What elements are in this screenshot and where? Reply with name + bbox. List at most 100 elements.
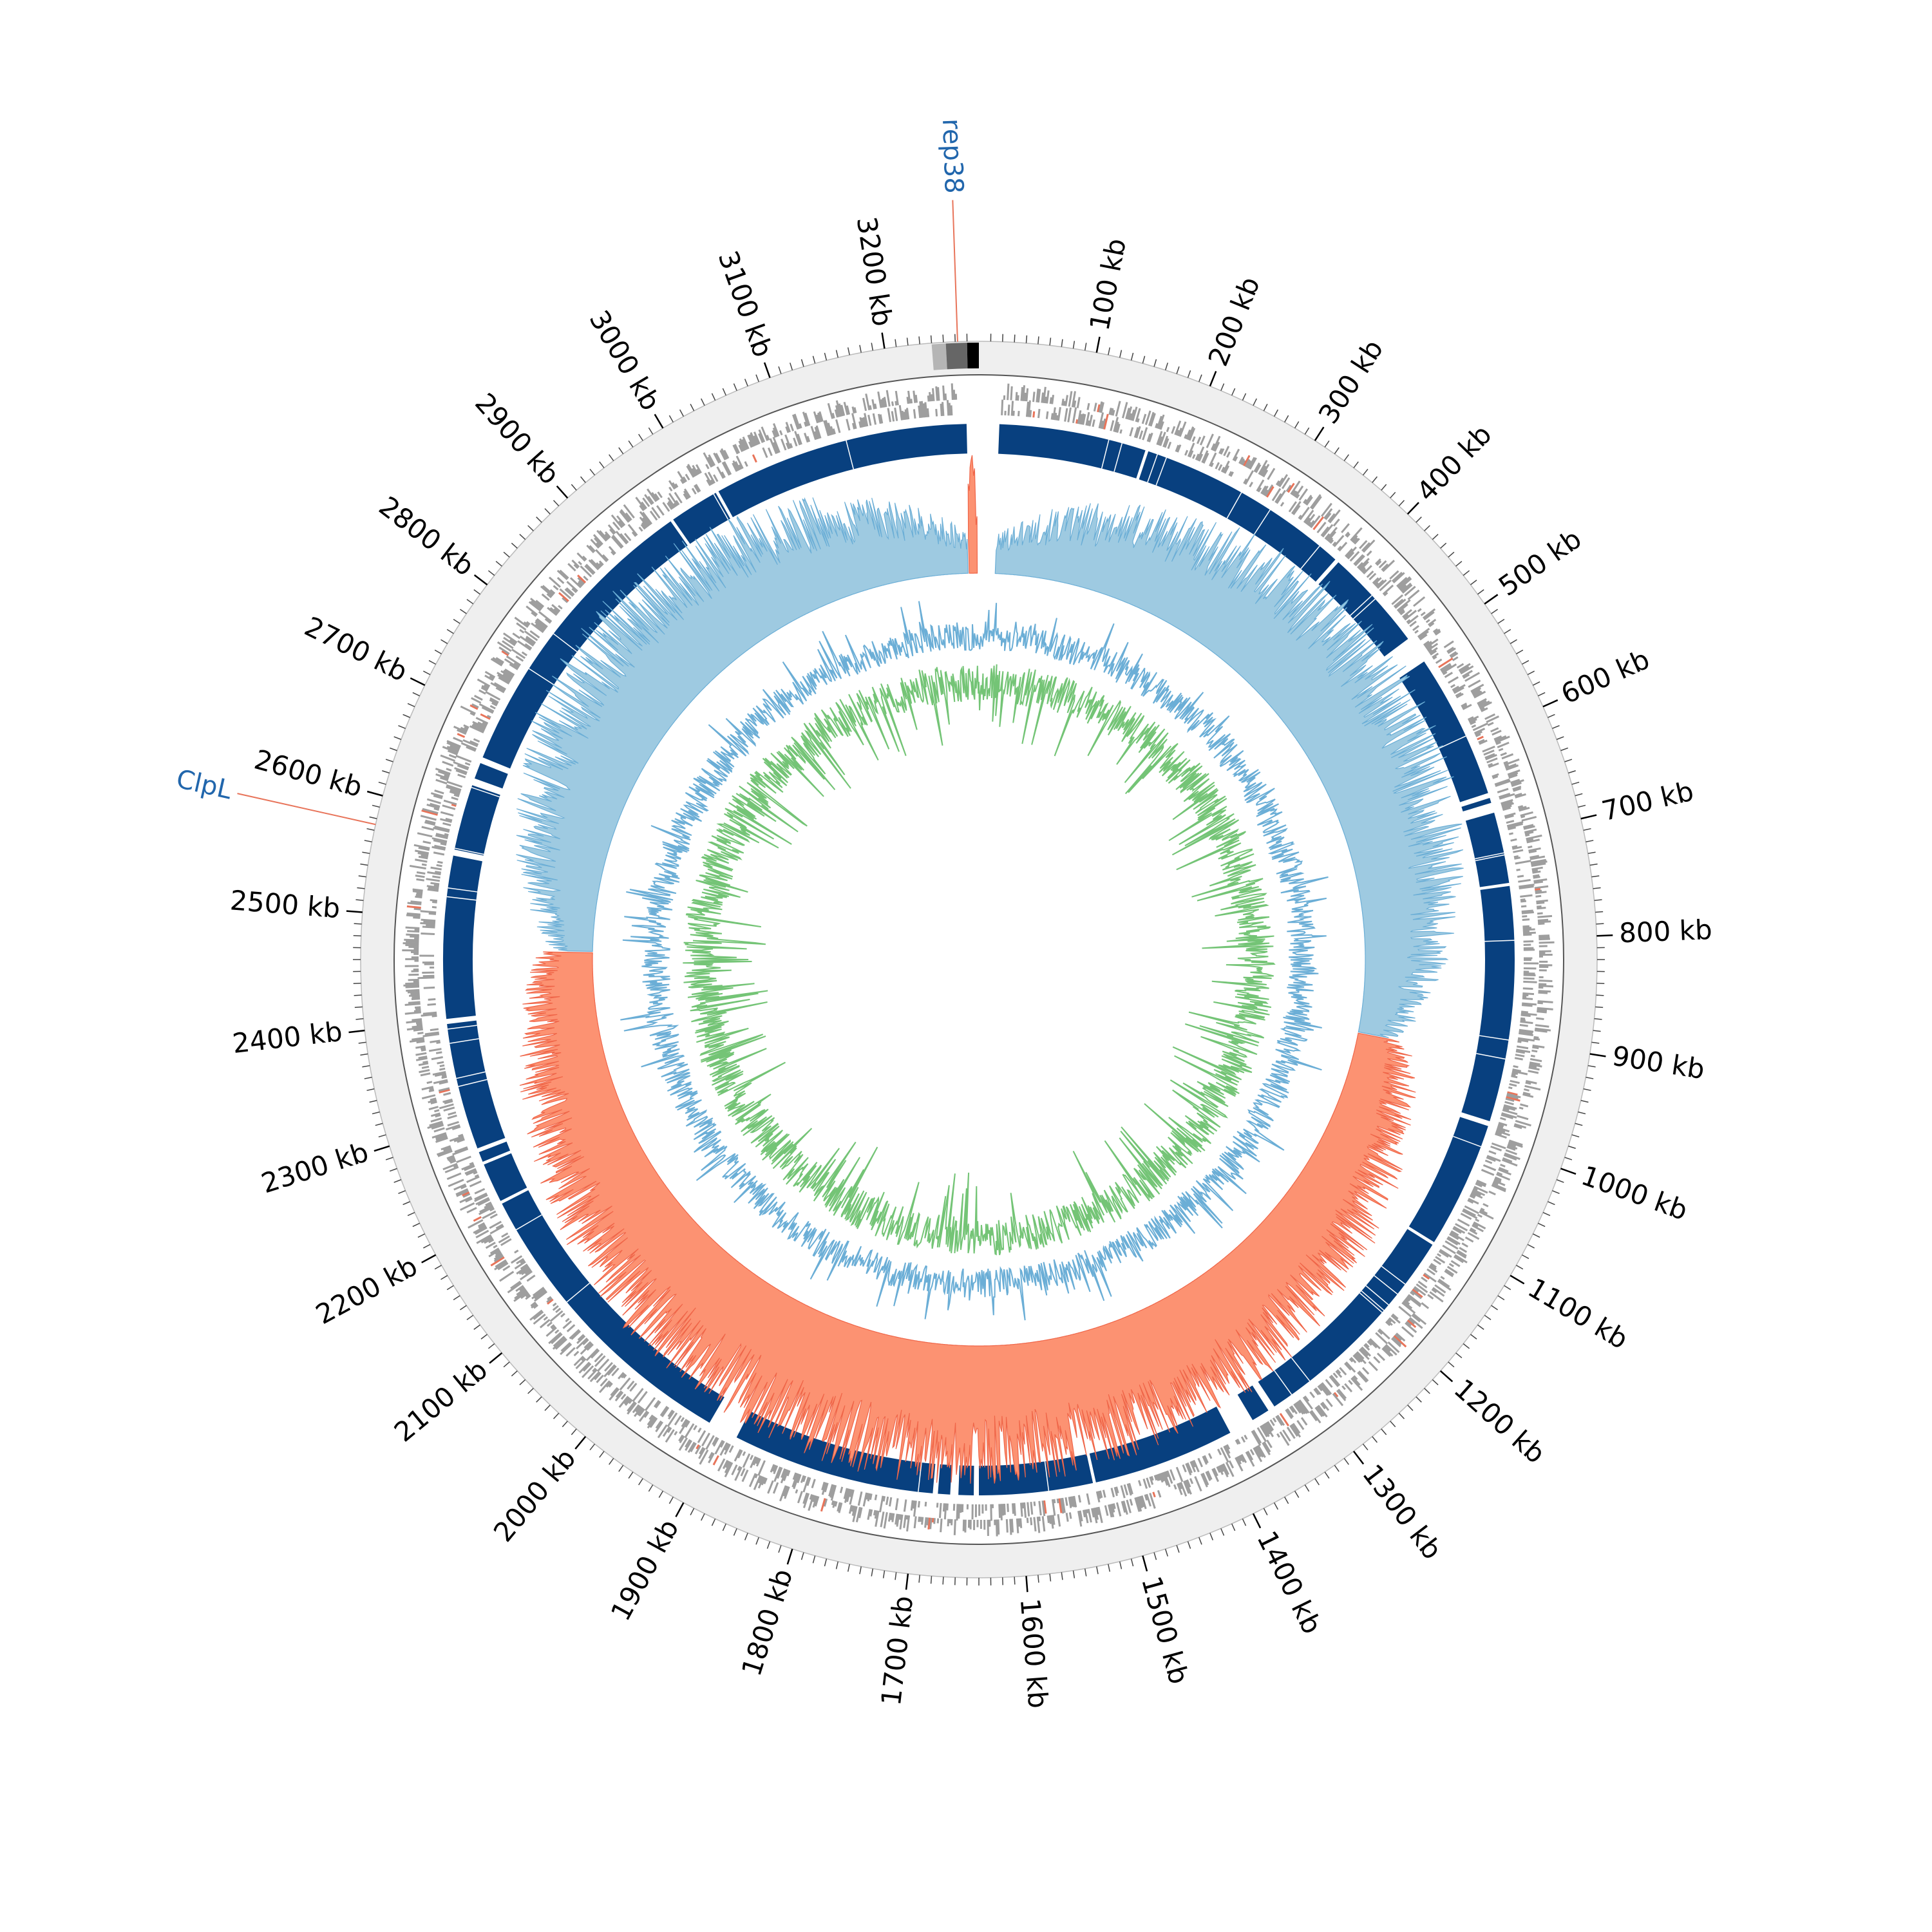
gene-tick [421,826,434,831]
gene-tick [1471,687,1482,694]
gene-tick [1257,1444,1266,1458]
gene-tick [1514,1123,1527,1129]
gene-tick [580,1342,593,1355]
minor-tick [701,398,705,406]
gene-tick [1063,401,1066,406]
gene-tick [1097,404,1101,413]
gene-tick [1211,1468,1220,1482]
minor-tick [407,1212,415,1217]
gene-tick [1119,429,1122,434]
gene-tick [1470,721,1476,725]
gene-tick [837,1502,841,1512]
gene-tick [851,422,856,430]
gene-tick [480,1235,493,1244]
gene-tick [1410,1290,1422,1300]
gene-tick [1401,1302,1416,1314]
gene-tick [1491,1142,1506,1150]
gene-tick [948,402,951,416]
minor-tick [1220,383,1225,391]
gene-tick [839,1486,844,1493]
gene-tick [443,1146,452,1151]
gene-tick [1521,1004,1533,1007]
major-tick [348,1029,365,1034]
gene-tick [625,1397,632,1406]
gene-tick [1462,704,1472,710]
gene-tick [1537,1000,1553,1003]
minor-tick [1381,484,1387,491]
gene-tick [1519,1024,1528,1027]
gene-tick [413,1028,423,1032]
gene-tick [1197,437,1202,444]
gene-tick [464,1168,477,1175]
gene-tick [724,1462,734,1478]
gene-tick [684,488,691,498]
gene-tick [891,401,895,406]
gene-tick [547,607,558,616]
gene-tick [440,1145,451,1151]
gene-tick [412,1018,422,1021]
gene-tick [1519,884,1535,888]
gene-tick [1504,1101,1514,1106]
gene-tick [1506,1094,1519,1100]
gene-tick [1155,1474,1160,1481]
minor-tick [1564,759,1573,762]
gene-tick [1434,1284,1446,1294]
gene-tick [577,1334,585,1341]
gene-tick [1417,1280,1428,1289]
gene-tick [493,1255,504,1262]
gene-tick [426,804,440,810]
gene-tick [1405,1322,1417,1333]
minor-tick [1209,1533,1214,1540]
gene-tick [446,784,462,791]
gene-tick [1533,880,1544,884]
minor-tick [1014,1577,1016,1585]
gene-tick [1187,442,1195,457]
gene-tick [1017,395,1019,401]
contig-block [442,855,482,1019]
gene-tick [869,405,872,410]
gene-ticks [402,383,1555,1537]
gene-tick [1364,1343,1370,1348]
gene-tick [1054,412,1057,421]
gene-tick [1504,764,1510,768]
gene-tick [791,414,799,430]
gene-tick [1307,521,1312,526]
gene-tick [611,514,623,529]
gene-tick [1254,1446,1262,1457]
gene-tick [1430,1263,1437,1269]
contig-separator [846,440,854,469]
gene-tick [416,1023,422,1026]
gene-tick [1528,1066,1540,1071]
gene-tick [656,505,665,516]
gene-tick [444,1100,453,1104]
gene-tick [827,422,833,435]
gene-tick [460,1185,467,1189]
gene-tick [1294,1402,1304,1415]
gene-tick [1422,608,1436,620]
gene-tick [706,479,712,486]
gene-tick [691,468,698,477]
gene-tick [1410,1291,1415,1296]
gene-tick [524,643,533,650]
gene-tick [435,768,451,775]
gene-tick [1471,1191,1483,1199]
gene-tick [477,1198,491,1206]
gene-tick [1344,1383,1353,1393]
gene-tick [647,496,654,504]
gene-tick [843,401,849,415]
gene-tick [1265,486,1274,498]
gene-tick [1453,1255,1464,1264]
gene-tick [632,1404,640,1414]
gene-tick [1514,1057,1523,1061]
gene-tick [461,1163,475,1171]
gene-tick [1420,611,1426,616]
minor-tick [778,1545,782,1553]
minor-tick [589,468,596,476]
minor-tick [1142,355,1146,364]
gene-tick [1439,663,1452,671]
gene-tick [583,1341,592,1349]
gene-tick [1497,1171,1503,1176]
gene-tick [1486,1155,1501,1162]
gene-tick [913,409,916,419]
gene-tick [1139,430,1144,440]
